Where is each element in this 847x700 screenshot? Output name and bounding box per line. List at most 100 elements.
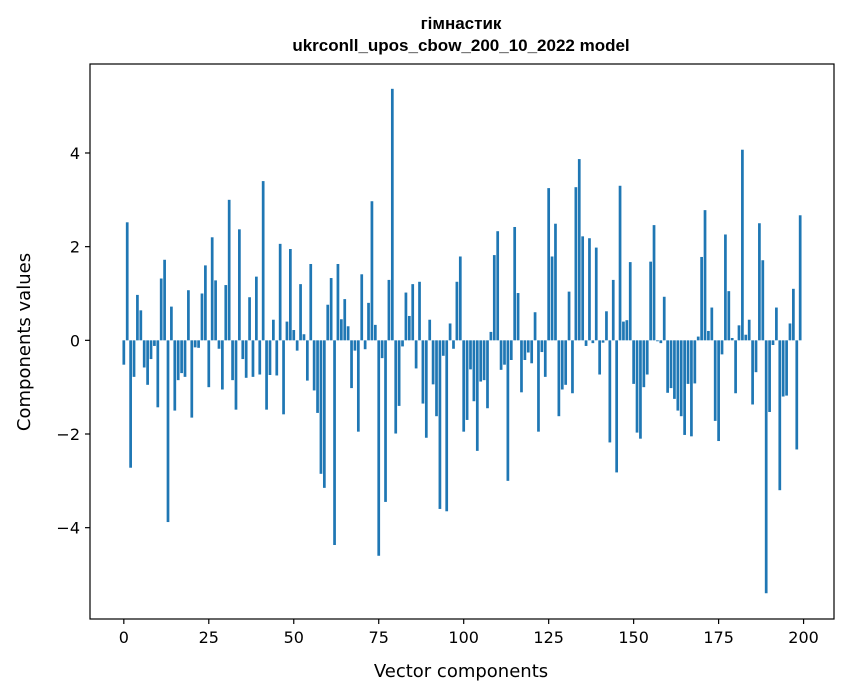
- bar: [122, 340, 126, 365]
- bar: [401, 340, 404, 347]
- bar: [751, 340, 754, 405]
- bar: [455, 281, 459, 341]
- bar: [132, 340, 136, 377]
- bar: [231, 340, 234, 381]
- bar: [322, 340, 326, 488]
- bar: [666, 340, 669, 393]
- plot-frame: [89, 63, 835, 620]
- bar: [136, 294, 139, 341]
- bar: [146, 340, 149, 385]
- bar: [180, 340, 183, 374]
- bar: [591, 340, 595, 344]
- bar: [187, 290, 190, 341]
- bar: [424, 340, 428, 438]
- bar: [588, 238, 591, 341]
- y-tick-label: −4: [56, 519, 80, 538]
- bar: [285, 321, 289, 341]
- bar: [690, 340, 693, 437]
- bar: [428, 319, 432, 341]
- bar: [557, 340, 561, 417]
- bar: [163, 259, 166, 341]
- bar: [696, 336, 700, 341]
- bar: [764, 340, 768, 594]
- bar: [754, 340, 758, 373]
- bar: [278, 243, 282, 341]
- bar: [686, 340, 690, 384]
- bar: [540, 340, 544, 353]
- bar: [448, 323, 452, 341]
- bar: [649, 261, 652, 341]
- bar: [761, 260, 765, 341]
- bar: [615, 340, 619, 473]
- bar: [652, 225, 656, 341]
- bar: [241, 340, 245, 360]
- bar: [775, 307, 778, 341]
- bar: [462, 340, 466, 432]
- bar: [673, 340, 676, 399]
- bar: [489, 331, 493, 341]
- bar: [384, 340, 387, 502]
- bar: [727, 291, 731, 341]
- x-tick-label: 150: [618, 628, 649, 647]
- bar: [744, 334, 748, 341]
- bar: [272, 319, 275, 341]
- bar: [238, 229, 241, 341]
- bar: [492, 255, 496, 341]
- bar: [142, 340, 146, 368]
- bar: [571, 340, 574, 394]
- bar: [581, 236, 585, 341]
- bar: [339, 319, 343, 341]
- bar: [486, 340, 489, 409]
- bar: [248, 297, 251, 341]
- bar: [309, 263, 313, 341]
- bar: [458, 256, 462, 341]
- bar: [792, 288, 795, 341]
- bar: [520, 340, 523, 393]
- bar: [608, 340, 612, 443]
- bar: [479, 340, 483, 382]
- bar: [703, 210, 707, 341]
- bar: [741, 149, 744, 341]
- bar: [499, 340, 503, 370]
- bar: [397, 340, 401, 406]
- bar: [353, 340, 357, 351]
- bar: [204, 265, 207, 341]
- bar: [421, 340, 425, 404]
- bar: [700, 256, 703, 341]
- bar: [149, 340, 153, 360]
- bar: [564, 340, 568, 385]
- bars-group: [122, 88, 802, 594]
- bar: [190, 340, 194, 418]
- bar: [255, 276, 258, 341]
- bar: [316, 340, 319, 413]
- bar: [574, 187, 578, 341]
- bar: [594, 247, 598, 341]
- bar: [676, 340, 680, 411]
- bar: [227, 199, 231, 341]
- bar: [724, 234, 727, 341]
- bar: [166, 340, 170, 523]
- bar: [234, 340, 238, 410]
- bar: [598, 340, 602, 375]
- bar: [622, 321, 625, 341]
- bar: [768, 340, 771, 412]
- bar: [639, 340, 642, 439]
- bar: [251, 340, 255, 377]
- bar: [717, 340, 720, 442]
- x-tick-label: 100: [448, 628, 479, 647]
- x-tick-label: 50: [284, 628, 304, 647]
- bar: [618, 185, 622, 341]
- bar: [159, 278, 163, 341]
- bar: [611, 279, 615, 341]
- bar: [312, 340, 316, 391]
- bar: [258, 340, 262, 375]
- bar: [659, 340, 663, 344]
- bar: [302, 334, 306, 341]
- y-tick-label: 4: [70, 144, 80, 163]
- bar: [788, 323, 792, 341]
- bar: [265, 340, 268, 410]
- bar: [261, 181, 265, 341]
- bar: [173, 340, 177, 411]
- y-axis-ticks: −4 −2 0 2 4: [56, 144, 90, 538]
